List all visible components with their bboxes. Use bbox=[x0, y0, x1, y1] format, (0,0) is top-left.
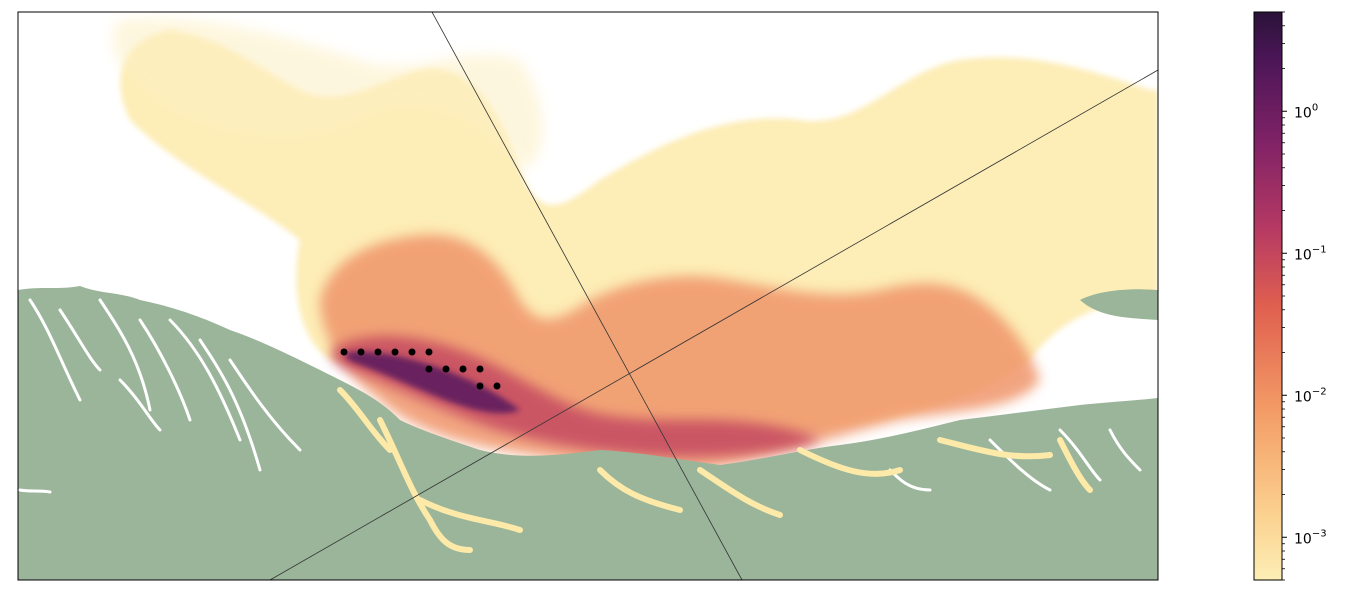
plot-frame bbox=[17, 11, 1159, 581]
colorbar-tick-label: 10−2 bbox=[1294, 386, 1327, 405]
tick-exponent: 0 bbox=[1312, 102, 1318, 113]
tick-base: 10 bbox=[1294, 105, 1312, 121]
concentration-high-field bbox=[331, 335, 820, 457]
release-point bbox=[459, 365, 467, 373]
release-points bbox=[340, 348, 501, 390]
release-point bbox=[425, 365, 433, 373]
land-mass bbox=[18, 286, 1158, 580]
land-mass-east bbox=[1080, 289, 1158, 320]
reference-line-1 bbox=[431, 12, 743, 580]
tick-base: 10 bbox=[1294, 247, 1312, 263]
tick-base: 10 bbox=[1294, 389, 1312, 405]
concentration-peak-field bbox=[345, 351, 520, 414]
release-point bbox=[340, 348, 348, 356]
tick-base: 10 bbox=[1294, 531, 1312, 547]
tick-exponent: −1 bbox=[1312, 244, 1327, 255]
concentration-faint-north bbox=[112, 18, 544, 170]
tick-exponent: −2 bbox=[1312, 386, 1327, 397]
colorbar-gradient bbox=[1253, 11, 1283, 581]
release-point bbox=[442, 365, 450, 373]
tick-exponent: −3 bbox=[1312, 528, 1327, 539]
release-point bbox=[408, 348, 416, 356]
release-point bbox=[374, 348, 382, 356]
release-point bbox=[476, 365, 484, 373]
estuaries bbox=[337, 387, 1093, 553]
colorbar-tick-label: 10−1 bbox=[1294, 244, 1327, 263]
release-point bbox=[357, 348, 365, 356]
reference-line-2 bbox=[269, 69, 1158, 580]
release-point bbox=[391, 348, 399, 356]
release-point bbox=[425, 348, 433, 356]
release-point bbox=[493, 382, 501, 390]
colorbar-tick-label: 10−3 bbox=[1294, 528, 1327, 547]
release-point bbox=[476, 382, 484, 390]
colorbar-tick-label: 100 bbox=[1294, 102, 1318, 121]
